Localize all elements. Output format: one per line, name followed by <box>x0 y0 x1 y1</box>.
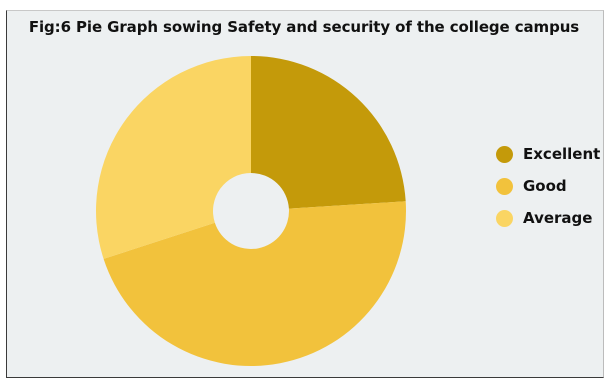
legend-label-average: Average <box>523 209 593 227</box>
pie-slices <box>96 56 407 367</box>
legend-item-good: Good <box>496 170 600 202</box>
legend-label-good: Good <box>523 177 567 195</box>
legend-swatch-average <box>496 209 513 227</box>
slice-good <box>103 201 407 367</box>
legend-swatch-excellent <box>496 145 513 163</box>
slice-average <box>96 56 251 259</box>
legend-item-excellent: Excellent <box>496 138 600 170</box>
legend-label-excellent: Excellent <box>523 145 601 163</box>
legend-swatch-good <box>496 177 513 195</box>
legend-item-average: Average <box>496 202 600 234</box>
legend: Excellent Good Average <box>496 138 600 234</box>
slice-excellent <box>251 56 406 209</box>
chart-title: Fig:6 Pie Graph sowing Safety and securi… <box>28 18 580 36</box>
